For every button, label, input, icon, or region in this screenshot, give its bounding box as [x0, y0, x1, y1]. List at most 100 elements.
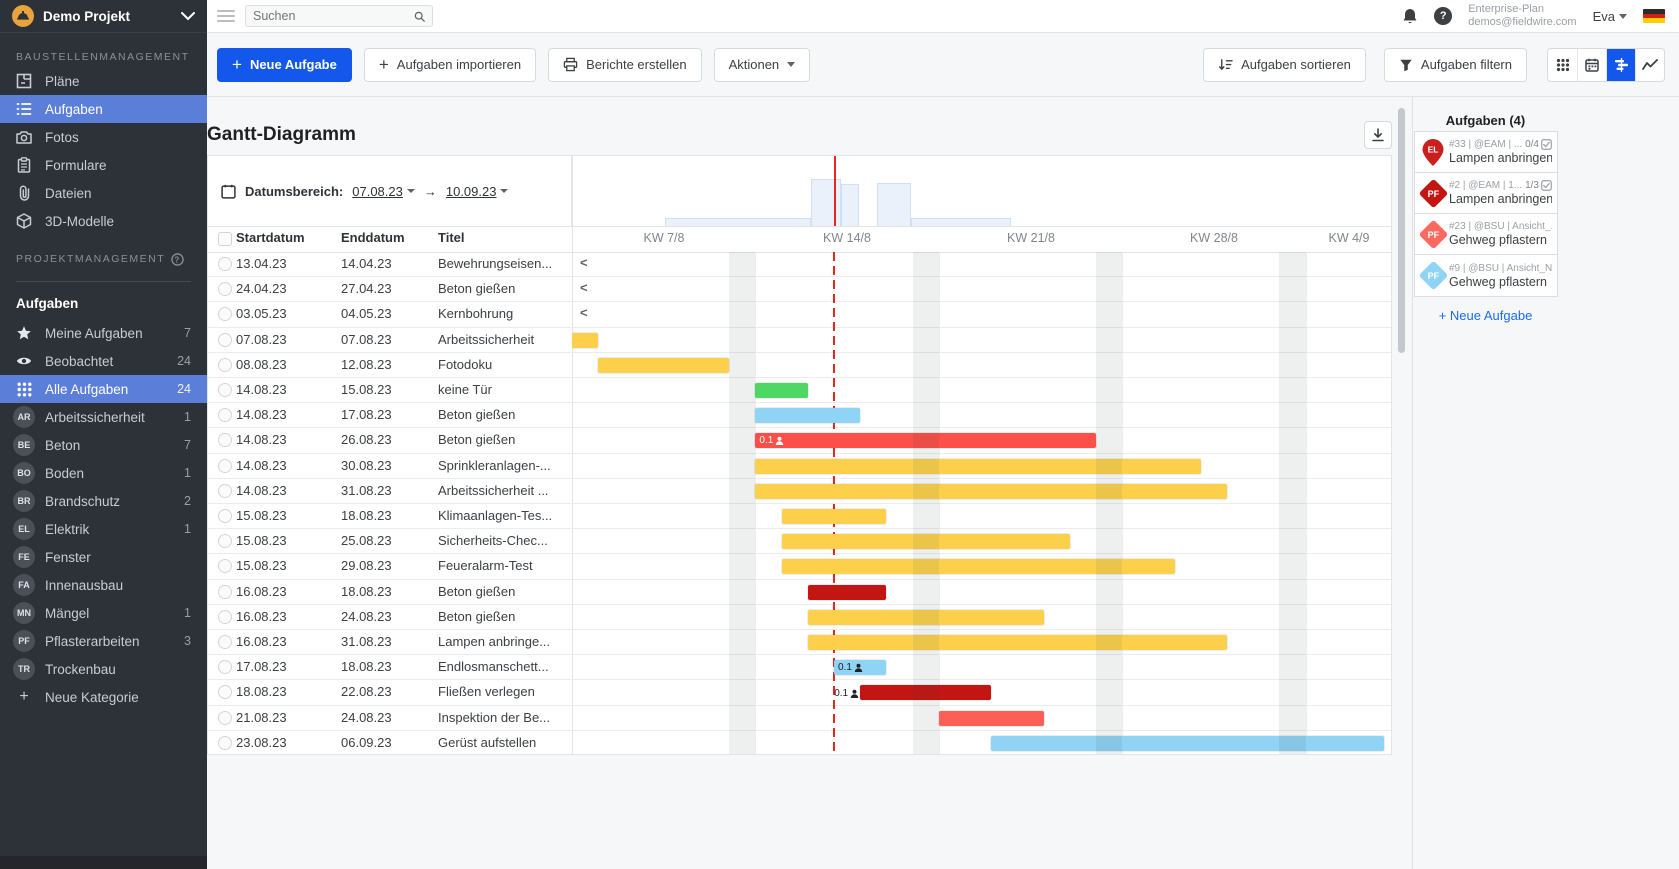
row-checkbox[interactable]	[218, 383, 232, 397]
row-checkbox[interactable]	[218, 408, 232, 423]
language-flag-de-icon[interactable]	[1643, 9, 1665, 23]
table-row[interactable]: 15.08.23 25.08.23 Sicherheits-Chec...	[208, 529, 1391, 555]
row-checkbox[interactable]	[218, 735, 232, 750]
chart-view-icon[interactable]	[1635, 48, 1664, 81]
help-circle-icon[interactable]: ?	[171, 252, 184, 266]
gantt-bar[interactable]	[807, 584, 887, 600]
sidebar-category-trockenbau[interactable]: TR Trockenbau	[0, 655, 207, 683]
gantt-bar[interactable]	[991, 735, 1385, 751]
table-row[interactable]: 14.08.23 31.08.23 Arbeitssicherheit ...	[208, 479, 1391, 504]
row-checkbox[interactable]	[218, 483, 232, 498]
bell-icon[interactable]	[1402, 8, 1418, 25]
sidebar-category-m-ngel[interactable]: MN Mängel 1	[0, 599, 207, 627]
project-switcher[interactable]: Demo Projekt	[0, 0, 207, 33]
import-tasks-button[interactable]: + Aufgaben importieren	[363, 47, 537, 82]
table-row[interactable]: 14.08.23 30.08.23 Sprinkleranlagen-...	[208, 454, 1391, 479]
column-startdatum[interactable]: Startdatum	[236, 230, 305, 245]
row-checkbox[interactable]	[218, 332, 232, 347]
vertical-scrollbar[interactable]	[1398, 108, 1405, 353]
gantt-bar[interactable]	[755, 383, 808, 398]
table-row[interactable]: 21.08.23 24.08.23 Inspektion der Be...	[208, 706, 1391, 731]
date-from[interactable]: 07.08.23	[352, 184, 415, 199]
search-box[interactable]	[245, 5, 433, 27]
sidebar-filter-beobachtet[interactable]: Beobachtet 24	[0, 347, 207, 375]
sidebar-item-3d-modelle[interactable]: 3D-Modelle	[0, 207, 207, 235]
create-reports-button[interactable]: Berichte erstellen	[548, 47, 702, 82]
sidebar-category-arbeitssicherheit[interactable]: AR Arbeitssicherheit 1	[0, 403, 207, 431]
table-row[interactable]: 08.08.23 12.08.23 Fotodoku	[208, 353, 1391, 378]
table-row[interactable]: 03.05.23 04.05.23 Kernbohrung	[208, 302, 1391, 328]
new-task-link[interactable]: + Neue Aufgabe	[1438, 308, 1533, 323]
filter-tasks-button[interactable]: Aufgaben filtern	[1383, 47, 1527, 82]
gantt-bar[interactable]	[807, 609, 1044, 625]
table-row[interactable]: 14.08.23 26.08.23 Beton gießen	[208, 428, 1391, 454]
table-row[interactable]: 14.08.23 17.08.23 Beton gießen	[208, 403, 1391, 429]
actions-button[interactable]: Aktionen	[713, 47, 811, 82]
table-row[interactable]: 16.08.23 31.08.23 Lampen anbringe...	[208, 630, 1391, 656]
row-checkbox[interactable]	[218, 660, 232, 675]
row-checkbox[interactable]	[218, 257, 232, 271]
gantt-bar[interactable]	[860, 685, 992, 701]
sort-tasks-button[interactable]: Aufgaben sortieren	[1203, 47, 1366, 82]
task-card[interactable]: PF #23 | @BSU | Ansicht_... Gehweg pflas…	[1415, 214, 1557, 255]
table-row[interactable]: 15.08.23 18.08.23 Klimaanlagen-Tes...	[208, 504, 1391, 530]
row-checkbox[interactable]	[218, 559, 232, 574]
sidebar-category-boden[interactable]: BO Boden 1	[0, 459, 207, 487]
row-checkbox[interactable]	[218, 609, 232, 624]
hamburger-menu-icon[interactable]	[217, 7, 235, 25]
table-row[interactable]: 13.04.23 14.04.23 Bewehrungseisen...	[208, 252, 1391, 278]
sidebar-category-elektrik[interactable]: EL Elektrik 1	[0, 515, 207, 543]
row-checkbox[interactable]	[218, 357, 232, 372]
table-row[interactable]: 18.08.23 22.08.23 Fließen verlegen	[208, 680, 1391, 706]
gantt-bar[interactable]	[755, 483, 1227, 499]
table-row[interactable]: 24.04.23 27.04.23 Beton gießen	[208, 277, 1391, 303]
row-checkbox[interactable]	[218, 635, 232, 649]
starts-before-range-indicator[interactable]: <	[580, 305, 588, 321]
gantt-bar[interactable]: 0.1	[834, 660, 887, 676]
sidebar-filter-alle-aufgaben[interactable]: Alle Aufgaben 24	[0, 375, 207, 403]
task-card[interactable]: EL #33 | @EAM | ... 0/4 Lampen anbringen	[1415, 132, 1557, 173]
gantt-bar[interactable]	[572, 332, 599, 348]
date-to[interactable]: 10.09.23	[446, 184, 509, 199]
new-category-button[interactable]: + Neue Kategorie	[0, 683, 207, 711]
table-row[interactable]: 17.08.23 18.08.23 Endlosmanschett...	[208, 655, 1391, 681]
row-checkbox[interactable]	[218, 509, 232, 523]
kanban-view-icon[interactable]	[1548, 49, 1577, 81]
sidebar-item-aufgaben[interactable]: Aufgaben	[0, 95, 207, 123]
row-checkbox[interactable]	[218, 307, 232, 322]
row-checkbox[interactable]	[218, 282, 232, 297]
table-row[interactable]: 16.08.23 24.08.23 Beton gießen	[208, 605, 1391, 630]
gantt-bar[interactable]	[755, 458, 1201, 474]
column-titel[interactable]: Titel	[438, 230, 465, 245]
column-enddatum[interactable]: Enddatum	[341, 230, 405, 245]
gantt-bar[interactable]	[938, 710, 1044, 726]
table-row[interactable]: 07.08.23 07.08.23 Arbeitssicherheit	[208, 328, 1391, 353]
new-task-button[interactable]: + Neue Aufgabe	[217, 47, 352, 82]
starts-before-range-indicator[interactable]: <	[580, 280, 588, 296]
row-checkbox[interactable]	[218, 433, 232, 448]
table-row[interactable]: 16.08.23 18.08.23 Beton gießen	[208, 580, 1391, 605]
sidebar-item-pl-ne[interactable]: Pläne	[0, 67, 207, 95]
sidebar-category-fenster[interactable]: FE Fenster	[0, 543, 207, 571]
gantt-bar[interactable]	[781, 559, 1175, 575]
row-checkbox[interactable]	[218, 458, 232, 473]
sidebar-item-dateien[interactable]: Dateien	[0, 179, 207, 207]
select-all-checkbox[interactable]	[218, 232, 232, 246]
sidebar-item-formulare[interactable]: Formulare	[0, 151, 207, 179]
help-icon[interactable]: ?	[1434, 7, 1453, 25]
sidebar-category-brandschutz[interactable]: BR Brandschutz 2	[0, 487, 207, 515]
sidebar-category-innenausbau[interactable]: FA Innenausbau	[0, 571, 207, 599]
sidebar-filter-meine-aufgaben[interactable]: Meine Aufgaben 7	[0, 319, 207, 347]
gantt-bar[interactable]	[781, 534, 1070, 550]
task-card[interactable]: PF #9 | @BSU | Ansicht_NO Gehweg pflaste…	[1415, 255, 1557, 296]
sidebar-item-fotos[interactable]: Fotos	[0, 123, 207, 151]
row-checkbox[interactable]	[218, 584, 232, 599]
task-card[interactable]: PF #2 | @EAM | 1.... 1/3 Lampen anbringen	[1415, 173, 1557, 214]
sidebar-category-pflasterarbeiten[interactable]: PF Pflasterarbeiten 3	[0, 627, 207, 655]
row-checkbox[interactable]	[218, 534, 232, 549]
row-checkbox[interactable]	[218, 710, 232, 725]
user-menu[interactable]: Eva	[1593, 9, 1627, 24]
sidebar-category-beton[interactable]: BE Beton 7	[0, 431, 207, 459]
row-checkbox[interactable]	[218, 685, 232, 700]
gantt-bar[interactable]	[755, 408, 861, 424]
